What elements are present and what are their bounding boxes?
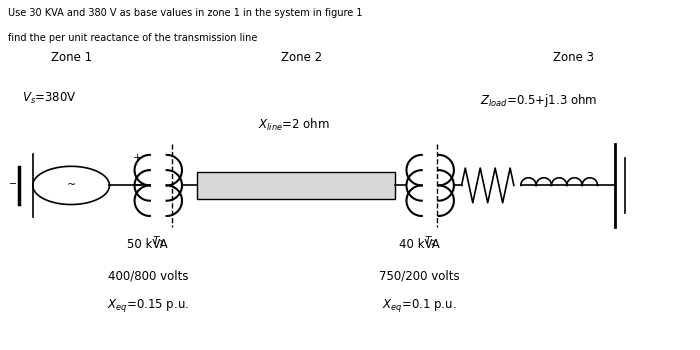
Text: +: + bbox=[133, 153, 142, 163]
Text: Zone 1: Zone 1 bbox=[50, 51, 92, 64]
Bar bbox=[197, 172, 396, 199]
Text: find the per unit reactance of the transmission line: find the per unit reactance of the trans… bbox=[8, 33, 258, 43]
Text: $T_1$: $T_1$ bbox=[152, 234, 164, 248]
Text: 50 kVA: 50 kVA bbox=[127, 238, 168, 251]
Text: 400/800 volts: 400/800 volts bbox=[108, 270, 188, 283]
Text: $X_{line}$=2 ohm: $X_{line}$=2 ohm bbox=[258, 117, 330, 133]
Text: $X_{eq}$=0.15 p.u.: $X_{eq}$=0.15 p.u. bbox=[107, 297, 189, 314]
Text: 750/200 volts: 750/200 volts bbox=[379, 270, 460, 283]
Text: $T_2$: $T_2$ bbox=[424, 234, 436, 248]
Text: ~: ~ bbox=[66, 180, 76, 190]
Text: 40 kVA: 40 kVA bbox=[399, 238, 440, 251]
Text: $Z_{load}$=0.5+j1.3 ohm: $Z_{load}$=0.5+j1.3 ohm bbox=[480, 92, 597, 109]
Text: Zone 3: Zone 3 bbox=[552, 51, 594, 64]
Text: Use 30 KVA and 380 V as base values in zone 1 in the system in figure 1: Use 30 KVA and 380 V as base values in z… bbox=[8, 8, 363, 18]
Text: $V_s$=380V: $V_s$=380V bbox=[22, 90, 77, 106]
Text: −: − bbox=[9, 179, 18, 189]
Text: $X_{eq}$=0.1 p.u.: $X_{eq}$=0.1 p.u. bbox=[382, 297, 457, 314]
Text: Zone 2: Zone 2 bbox=[281, 51, 322, 64]
